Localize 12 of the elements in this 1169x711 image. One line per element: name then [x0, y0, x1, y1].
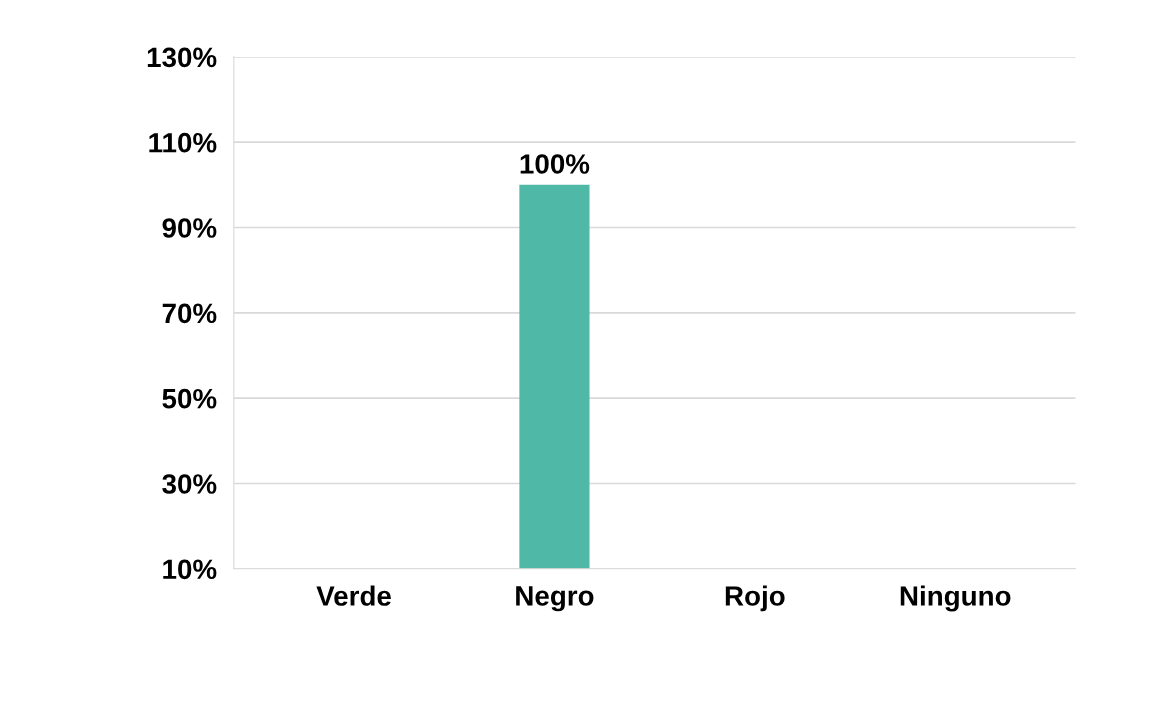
y-tick-label: 90%	[162, 218, 217, 238]
y-tick-label: 130%	[147, 47, 217, 68]
y-tick-label: 110%	[149, 132, 217, 153]
x-tick-label: Rojo	[725, 585, 785, 612]
y-tick-label: 10%	[163, 559, 217, 580]
x-tick-label: Ninguno	[900, 585, 1011, 612]
x-tick-label: Negro	[516, 586, 594, 612]
data-label: 100%	[520, 154, 590, 174]
y-tick-label: 70%	[162, 303, 217, 324]
y-tick-label: 30%	[162, 474, 217, 494]
y-tick-label: 50%	[162, 388, 217, 409]
x-tick-label: Verde	[316, 585, 391, 606]
